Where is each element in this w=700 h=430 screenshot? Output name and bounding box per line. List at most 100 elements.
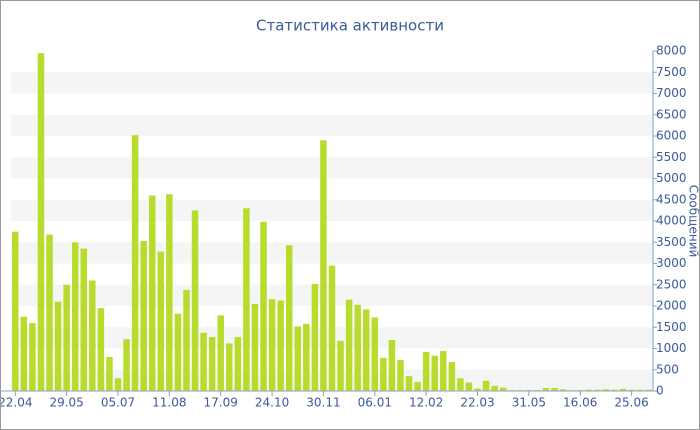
bar — [71, 242, 79, 391]
bar — [448, 362, 456, 391]
bar — [97, 308, 105, 391]
bar — [89, 280, 96, 391]
bar — [260, 221, 267, 391]
bar — [482, 380, 490, 391]
bar — [174, 313, 182, 391]
x-tick-label: 30.11 — [306, 396, 340, 410]
bar — [140, 240, 147, 391]
bar — [123, 339, 130, 391]
y-tick-label: 8000 — [656, 44, 687, 58]
bar — [362, 309, 370, 391]
bar — [166, 194, 173, 391]
y-axis-label: Сообщений — [687, 185, 700, 258]
x-tick-label: 22.03 — [460, 396, 494, 410]
bar — [371, 317, 379, 391]
bar — [380, 357, 387, 391]
bar — [602, 389, 610, 391]
bar — [585, 389, 593, 391]
y-tick-label: 5500 — [656, 150, 687, 164]
bar — [268, 299, 276, 391]
bar — [226, 343, 233, 391]
bar — [345, 299, 353, 391]
bar — [551, 388, 558, 391]
bar — [303, 323, 310, 391]
bar — [157, 251, 165, 391]
x-tick-label: 22.04 — [0, 396, 32, 410]
bar — [405, 376, 413, 391]
y-tick-label: 0 — [656, 384, 664, 398]
bar — [106, 357, 113, 391]
x-tick-label: 25.06 — [614, 396, 648, 410]
bar — [12, 231, 19, 391]
y-tick-label: 2000 — [656, 299, 687, 313]
x-tick-label: 17.09 — [204, 396, 238, 410]
bar — [457, 378, 464, 391]
grid-band — [11, 157, 653, 179]
bar — [542, 388, 550, 391]
bar — [320, 140, 327, 391]
y-tick-label: 6000 — [656, 129, 687, 143]
y-tick-label: 1000 — [656, 341, 687, 355]
y-tick-label: 1500 — [656, 320, 687, 334]
bar — [251, 303, 259, 391]
bar — [388, 340, 396, 391]
bar — [414, 382, 421, 391]
bar — [431, 355, 438, 391]
bar — [234, 337, 242, 391]
bar — [559, 389, 567, 391]
y-tick-label: 4000 — [656, 214, 687, 228]
bar — [645, 389, 652, 391]
x-tick-label: 12.02 — [409, 396, 443, 410]
y-tick-label: 3500 — [656, 235, 687, 249]
bar — [277, 300, 284, 391]
bar — [465, 382, 473, 391]
x-tick-label: 29.05 — [49, 396, 83, 410]
bar — [148, 195, 156, 391]
bar — [311, 283, 319, 391]
chart-title: Статистика активности — [256, 17, 444, 35]
bar — [208, 337, 216, 391]
bar — [46, 234, 53, 391]
bar — [217, 315, 224, 391]
bar — [619, 388, 627, 391]
x-tick-label: 16.06 — [563, 396, 597, 410]
bar — [243, 208, 250, 391]
x-tick-label: 11.08 — [152, 396, 186, 410]
bar — [29, 323, 36, 391]
bar — [397, 359, 404, 391]
bar — [354, 304, 361, 391]
bar — [20, 316, 28, 391]
y-tick-label: 6500 — [656, 107, 687, 121]
bar — [328, 265, 336, 391]
y-tick-label: 7000 — [656, 86, 687, 100]
bar — [63, 284, 70, 391]
x-tick-label: 06.01 — [358, 396, 392, 410]
grid-band — [11, 72, 653, 94]
bar — [611, 389, 618, 391]
bar — [54, 301, 62, 391]
y-tick-label: 4500 — [656, 192, 687, 206]
y-tick-label: 500 — [656, 362, 679, 376]
bar — [337, 340, 344, 391]
bar — [131, 135, 139, 391]
bar — [191, 210, 199, 391]
bar — [628, 389, 635, 391]
x-tick-label: 24.10 — [255, 396, 289, 410]
bar — [440, 351, 447, 391]
x-tick-label: 05.07 — [101, 396, 135, 410]
bar — [114, 378, 122, 391]
y-tick-label: 5000 — [656, 171, 687, 185]
bar — [422, 351, 430, 391]
bar — [491, 385, 498, 391]
x-tick-label: 31.05 — [512, 396, 546, 410]
bar — [200, 332, 207, 391]
y-tick-label: 7500 — [656, 65, 687, 79]
bar — [294, 326, 302, 391]
grid-band — [11, 199, 653, 221]
bar — [499, 387, 507, 391]
y-tick-label: 2500 — [656, 277, 687, 291]
bar — [474, 388, 481, 391]
bar — [636, 389, 644, 391]
bar — [594, 389, 601, 391]
